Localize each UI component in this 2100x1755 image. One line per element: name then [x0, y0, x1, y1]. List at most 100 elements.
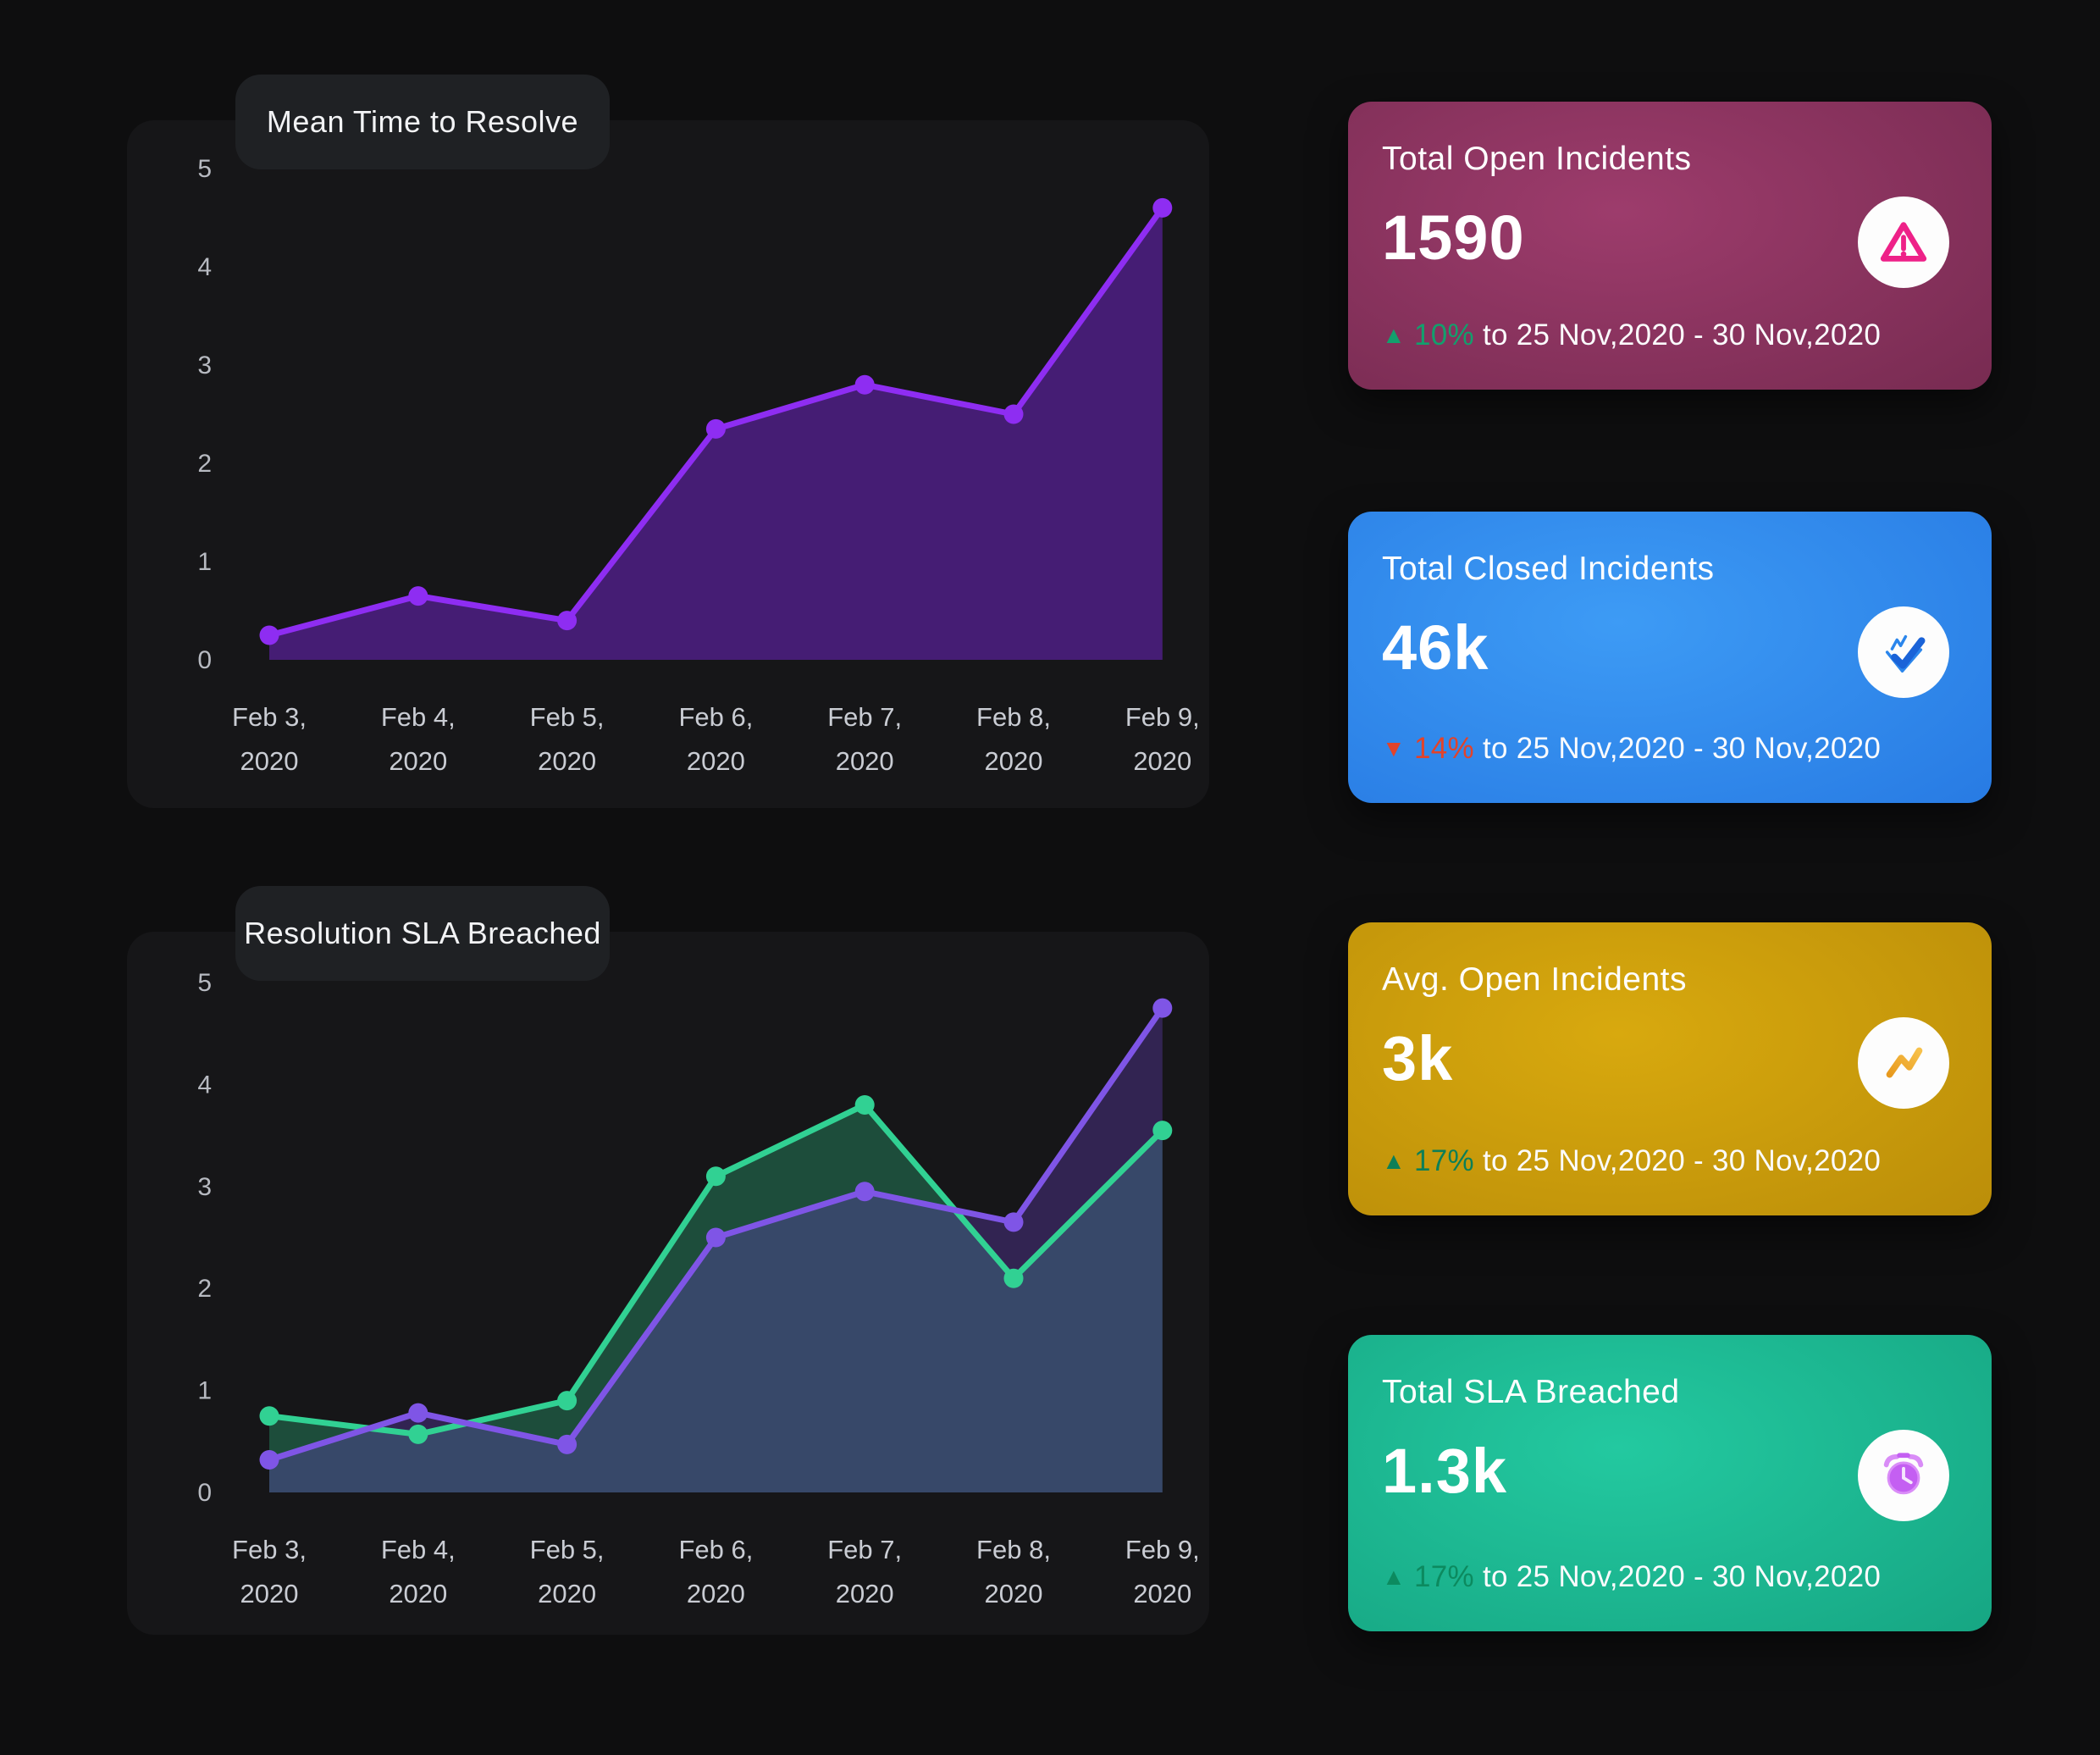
resolution-sla-breached-chart: 0 1 2 3 4 5 Feb 3, 2020 Feb 4, 2020 Feb 5, 2020 Feb …: [197, 969, 1200, 1608]
chart-panel-resolution-sla-breached: 0 1 2 3 4 5 Feb 3, 2020 Feb 4, 2020 Feb 5, 2020 Feb …: [127, 932, 1209, 1635]
x-axis-label-year: 2020: [1133, 1579, 1191, 1608]
x-axis-label-year: 2020: [687, 746, 745, 776]
data-point-sla-breached-green[interactable]: [705, 1166, 726, 1187]
area-fill-sla-breached-purple: [269, 1008, 1163, 1492]
card-value: 3k: [1382, 1023, 1454, 1093]
trend-icon: [1858, 1017, 1949, 1109]
card-footer: ▲ 17% to 25 Nov,2020 - 30 Nov,2020: [1382, 1144, 1881, 1178]
card-value: 46k: [1382, 612, 1489, 683]
x-axis-label-year: 2020: [836, 746, 894, 776]
y-tick-label: 5: [197, 155, 212, 183]
delta-value: 17%: [1414, 1144, 1474, 1177]
y-tick-label: 3: [197, 352, 212, 379]
alarm-icon: [1858, 1430, 1949, 1521]
data-point-mean-time-to-resolve[interactable]: [557, 611, 578, 631]
x-axis-label: Feb 4,: [381, 1535, 456, 1564]
card-title: Total Open Incidents: [1382, 141, 1692, 177]
y-tick-label: 5: [197, 969, 212, 997]
data-point-sla-breached-green[interactable]: [1003, 1268, 1024, 1288]
x-axis-label: Feb 8,: [976, 702, 1051, 732]
y-tick-label: 1: [197, 548, 212, 576]
area-fill-sla-breached-green: [269, 1104, 1163, 1492]
data-point-sla-breached-purple[interactable]: [705, 1227, 726, 1248]
delta-arrow: ▲: [1382, 1148, 1406, 1174]
period-text: to 25 Nov,2020 - 30 Nov,2020: [1482, 318, 1882, 352]
card-footer: ▲ 10% to 25 Nov,2020 - 30 Nov,2020: [1382, 318, 1881, 352]
card-title: Total SLA Breached: [1382, 1374, 1680, 1410]
data-point-sla-breached-purple[interactable]: [259, 1450, 279, 1470]
delta-value: 14%: [1414, 732, 1474, 765]
data-point-sla-breached-purple[interactable]: [1003, 1212, 1024, 1232]
period-text: to 25 Nov,2020 - 30 Nov,2020: [1482, 1560, 1882, 1593]
stat-card-total-closed-incidents[interactable]: Total Closed Incidents 46k ▼ 14% to 25 No…: [1348, 512, 1992, 803]
x-axis-label: Feb 8,: [976, 1535, 1051, 1564]
stat-card-total-open-incidents[interactable]: Total Open Incidents 1590 ▲ 10% to 25 Nov…: [1348, 102, 1992, 390]
x-axis-label: Feb 9,: [1125, 1535, 1200, 1564]
y-tick-label: 0: [197, 646, 212, 674]
data-point-mean-time-to-resolve[interactable]: [259, 625, 279, 645]
data-point-mean-time-to-resolve[interactable]: [408, 586, 428, 606]
mean-time-to-resolve-chart: 0 1 2 3 4 5 Feb 3, 2020 Feb 4, 2020 Feb 5, 2020 Feb …: [197, 155, 1200, 776]
x-axis-label-year: 2020: [538, 1579, 596, 1608]
x-axis-label-year: 2020: [1133, 746, 1191, 776]
data-point-sla-breached-green[interactable]: [854, 1095, 875, 1115]
stat-card-total-sla-breached[interactable]: Total SLA Breached 1.3k ▲ 17% to 25 Nov,2…: [1348, 1335, 1992, 1631]
x-axis-label: Feb 5,: [530, 702, 605, 732]
data-point-sla-breached-purple[interactable]: [1152, 998, 1173, 1018]
y-tick-label: 2: [197, 1275, 212, 1303]
data-point-mean-time-to-resolve[interactable]: [1152, 197, 1173, 218]
x-axis-label-year: 2020: [389, 746, 447, 776]
data-point-sla-breached-purple[interactable]: [557, 1434, 578, 1454]
card-value: 1590: [1382, 202, 1525, 273]
data-point-sla-breached-purple[interactable]: [408, 1403, 428, 1423]
x-axis-label-year: 2020: [240, 1579, 299, 1608]
data-point-sla-breached-green[interactable]: [408, 1424, 428, 1444]
x-axis-label: Feb 7,: [827, 1535, 902, 1564]
y-tick-label: 2: [197, 450, 212, 478]
y-tick-label: 4: [197, 253, 212, 281]
delta-value: 17%: [1414, 1560, 1474, 1593]
y-tick-label: 4: [197, 1071, 212, 1099]
period-text: to 25 Nov,2020 - 30 Nov,2020: [1482, 732, 1882, 765]
data-point-sla-breached-green[interactable]: [1152, 1121, 1173, 1141]
x-axis-label-year: 2020: [836, 1579, 894, 1608]
card-footer: ▲ 17% to 25 Nov,2020 - 30 Nov,2020: [1382, 1560, 1881, 1594]
y-tick-label: 1: [197, 1377, 212, 1405]
data-point-sla-breached-green[interactable]: [259, 1406, 279, 1426]
card-title: Avg. Open Incidents: [1382, 961, 1688, 998]
period-text: to 25 Nov,2020 - 30 Nov,2020: [1482, 1144, 1882, 1177]
x-axis-label-year: 2020: [538, 746, 596, 776]
x-axis-label-year: 2020: [687, 1579, 745, 1608]
x-axis-label-year: 2020: [985, 746, 1043, 776]
x-axis-label: Feb 4,: [381, 702, 456, 732]
closed-check-icon: [1858, 606, 1949, 698]
data-point-mean-time-to-resolve[interactable]: [1003, 404, 1024, 424]
x-axis-label-year: 2020: [985, 1579, 1043, 1608]
x-axis-label: Feb 9,: [1125, 702, 1200, 732]
card-footer: ▼ 14% to 25 Nov,2020 - 30 Nov,2020: [1382, 732, 1881, 766]
y-tick-label: 0: [197, 1479, 212, 1507]
warning-icon: [1858, 197, 1949, 288]
x-axis-label: Feb 7,: [827, 702, 902, 732]
data-point-sla-breached-purple[interactable]: [854, 1182, 875, 1202]
chart-title: Mean Time to Resolve: [266, 104, 579, 139]
data-point-sla-breached-green[interactable]: [557, 1391, 578, 1411]
delta-arrow: ▲: [1382, 322, 1406, 348]
x-axis-label: Feb 3,: [232, 702, 307, 732]
delta-arrow: ▲: [1382, 1564, 1406, 1590]
chart-title-pill-sla-breached: Resolution SLA Breached: [235, 886, 610, 981]
stat-card-avg-open-incidents[interactable]: Avg. Open Incidents 3k ▲ 17% to 25 Nov,20…: [1348, 922, 1992, 1215]
card-title: Total Closed Incidents: [1382, 551, 1715, 587]
data-point-mean-time-to-resolve[interactable]: [705, 418, 726, 439]
card-value: 1.3k: [1382, 1436, 1508, 1506]
x-axis-label-year: 2020: [240, 746, 299, 776]
data-point-mean-time-to-resolve[interactable]: [854, 374, 875, 395]
chart-title: Resolution SLA Breached: [244, 916, 601, 950]
y-tick-label: 3: [197, 1173, 212, 1201]
x-axis-label: Feb 5,: [530, 1535, 605, 1564]
x-axis-label: Feb 6,: [678, 702, 753, 732]
x-axis-label: Feb 6,: [678, 1535, 753, 1564]
delta-value: 10%: [1414, 318, 1474, 352]
chart-panel-mean-time-to-resolve: 0 1 2 3 4 5 Feb 3, 2020 Feb 4, 2020 Feb 5, 2020 Feb …: [127, 120, 1209, 808]
delta-arrow: ▼: [1382, 735, 1406, 761]
